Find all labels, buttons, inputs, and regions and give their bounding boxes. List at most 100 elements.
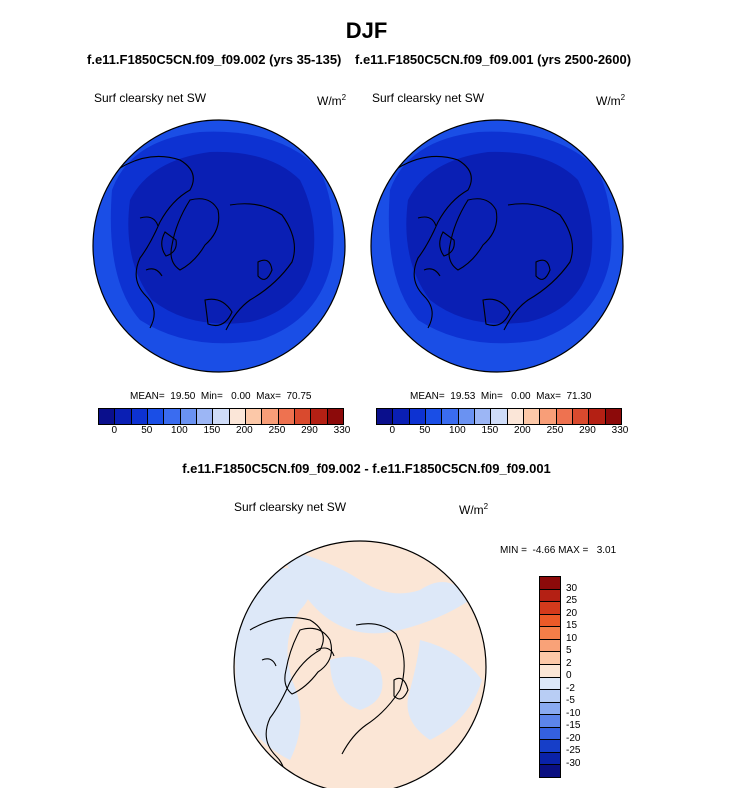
colorbar-swatch — [605, 409, 621, 424]
colorbar-tick-label: 250 — [268, 425, 286, 436]
left-colorbar — [98, 408, 344, 425]
colorbar-swatch — [540, 702, 560, 716]
colorbar-tick-label: 250 — [546, 425, 564, 436]
diff-map-background — [234, 541, 486, 788]
colorbar-tick-label: 0 — [566, 670, 572, 681]
colorbar-tick-label: 330 — [333, 425, 351, 436]
left-map-outer-band — [93, 120, 345, 372]
colorbar-swatch — [523, 409, 541, 424]
diff-coastlines — [249, 617, 409, 788]
colorbar-tick-label: 0 — [389, 425, 396, 436]
colorbar-tick-label: -15 — [566, 720, 581, 731]
colorbar-swatch — [245, 409, 263, 424]
colorbar-swatch — [425, 409, 443, 424]
figure-title: DJF — [345, 18, 388, 43]
left-stats: MEAN= 19.50 Min= 0.00 Max= 70.75 — [130, 391, 312, 402]
colorbar-tick-label: 5 — [566, 645, 572, 656]
diff-units-label: W/m2 — [459, 502, 489, 517]
colorbar-swatch — [556, 409, 573, 424]
colorbar-tick-label: 100 — [448, 425, 466, 436]
colorbar-tick-label: 50 — [419, 425, 431, 436]
colorbar-swatch — [474, 409, 492, 424]
diff-negative-region-center — [330, 656, 383, 710]
left-variable-label: Surf clearsky net SW — [94, 91, 207, 105]
colorbar-tick-label: 25 — [566, 595, 578, 606]
right-units-label: W/m2 — [596, 93, 626, 108]
right-coastlines — [397, 155, 573, 331]
colorbar-tick-label: 290 — [301, 425, 318, 436]
right-variable-label: Surf clearsky net SW — [372, 91, 485, 105]
difference-polar-map — [234, 541, 486, 788]
colorbar-swatch — [180, 409, 197, 424]
colorbar-swatch — [213, 409, 230, 424]
colorbar-tick-label: -20 — [566, 732, 581, 744]
right-polar-map — [371, 120, 623, 372]
colorbar-swatch — [540, 577, 560, 590]
colorbar-swatch — [540, 715, 560, 728]
colorbar-tick-label: 150 — [481, 425, 499, 436]
colorbar-swatch — [409, 409, 426, 424]
diff-variable-label: Surf clearsky net SW — [234, 500, 347, 514]
left-units-label: W/m2 — [317, 93, 347, 108]
colorbar-tick-label: -5 — [566, 695, 575, 706]
right-map-mid-band — [388, 131, 612, 344]
left-coastlines — [119, 155, 295, 331]
colorbar-swatch — [589, 409, 606, 424]
right-stats: MEAN= 19.53 Min= 0.00 Max= 71.30 — [410, 391, 592, 402]
diff-negative-region-west — [234, 568, 310, 760]
colorbar-tick-label: 30 — [566, 582, 578, 594]
right-colorbar — [376, 408, 622, 425]
colorbar-swatch — [327, 409, 343, 424]
colorbar-tick-label: 10 — [566, 632, 578, 644]
left-map-inner-band — [128, 151, 315, 324]
diff-stats: MIN = -4.66 MAX = 3.01 — [500, 545, 617, 556]
colorbar-tick-label: 15 — [566, 620, 578, 631]
colorbar-tick-label: 200 — [514, 425, 531, 436]
colorbar-swatch — [377, 409, 394, 424]
colorbar-swatch — [540, 627, 560, 640]
right-map-inner-band — [406, 151, 593, 324]
colorbar-swatch — [507, 409, 524, 424]
colorbar-tick-label: 50 — [141, 425, 153, 436]
colorbar-swatch — [294, 409, 312, 424]
colorbar-swatch — [442, 409, 459, 424]
colorbar-tick-label: -2 — [566, 682, 575, 694]
colorbar-swatch — [196, 409, 214, 424]
left-colorbar-labels: 0 50 100 150 200 250 290 330 — [98, 425, 350, 439]
colorbar-swatch — [229, 409, 246, 424]
diff-colorbar-labels: 30 25 20 15 10 5 2 0 -2 -5 -10 -15 -20 -25 -30 — [566, 576, 606, 776]
colorbar-tick-label: 20 — [566, 607, 578, 619]
colorbar-swatch — [540, 727, 560, 741]
colorbar-swatch — [540, 765, 560, 777]
colorbar-swatch — [278, 409, 295, 424]
colorbar-swatch — [572, 409, 590, 424]
diff-negative-region-east — [407, 640, 482, 740]
colorbar-swatch — [262, 409, 279, 424]
colorbar-swatch — [393, 409, 410, 424]
colorbar-swatch — [540, 589, 560, 603]
colorbar-swatch — [458, 409, 475, 424]
colorbar-tick-label: 200 — [236, 425, 253, 436]
colorbar-swatch — [164, 409, 181, 424]
difference-title: f.e11.F1850C5CN.f09_f09.002 - f.e11.F185… — [182, 461, 551, 476]
colorbar-swatch — [540, 677, 560, 691]
colorbar-swatch — [540, 740, 560, 753]
colorbar-tick-label: -10 — [566, 707, 581, 719]
diff-colorbar — [539, 576, 561, 778]
right-colorbar-labels: 0 50 100 150 200 250 290 330 — [376, 425, 628, 439]
colorbar-tick-label: -30 — [566, 757, 581, 769]
colorbar-swatch — [540, 602, 560, 615]
colorbar-swatch — [540, 664, 560, 678]
colorbar-tick-label: 150 — [203, 425, 221, 436]
right-map-outer-band — [371, 120, 623, 372]
left-case-title: f.e11.F1850C5CN.f09_f09.002 (yrs 35-135) — [87, 52, 342, 67]
colorbar-swatch — [540, 652, 560, 665]
colorbar-tick-label: 2 — [566, 657, 572, 669]
right-case-title: f.e11.F1850C5CN.f09_f09.001 (yrs 2500-26… — [355, 52, 632, 67]
colorbar-swatch — [131, 409, 148, 424]
colorbar-swatch — [147, 409, 165, 424]
diff-negative-region-north — [280, 548, 470, 634]
colorbar-tick-label: 0 — [111, 425, 118, 436]
colorbar-tick-label: 290 — [579, 425, 596, 436]
